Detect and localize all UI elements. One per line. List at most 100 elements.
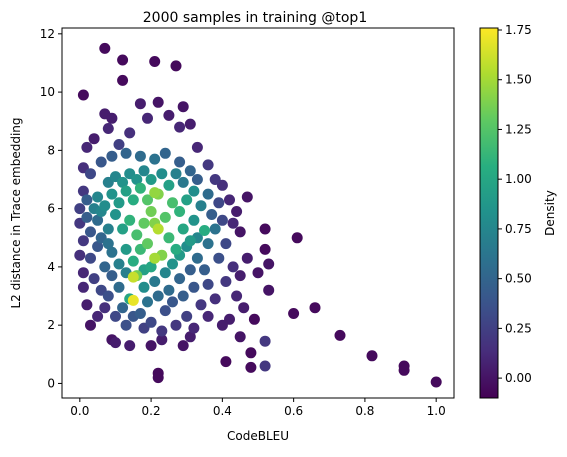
data-point: [131, 174, 143, 185]
data-point: [152, 290, 164, 302]
data-point: [134, 98, 146, 110]
data-point: [156, 334, 168, 346]
data-point: [224, 194, 235, 206]
data-point: [163, 109, 175, 121]
data-point: [142, 238, 153, 250]
data-point: [152, 372, 164, 384]
data-point: [117, 302, 129, 314]
data-points: [74, 42, 442, 388]
x-tick-label: 0.4: [213, 404, 232, 418]
data-point: [209, 174, 221, 185]
data-point: [170, 60, 182, 72]
data-point: [227, 261, 239, 273]
data-point: [138, 165, 150, 177]
data-point: [167, 197, 178, 209]
data-point: [398, 364, 410, 376]
data-point: [170, 168, 182, 180]
data-point: [106, 246, 118, 258]
data-point: [366, 350, 378, 362]
data-point: [113, 139, 125, 150]
data-point: [149, 153, 161, 165]
data-point: [213, 252, 225, 264]
data-point: [202, 159, 214, 171]
data-point: [245, 361, 257, 373]
data-point: [220, 238, 232, 250]
data-point: [177, 340, 189, 352]
data-point: [149, 56, 161, 67]
y-tick-label: 10: [40, 85, 55, 99]
data-point: [234, 270, 246, 282]
data-point: [216, 214, 228, 226]
data-point: [145, 206, 157, 217]
data-point: [88, 133, 100, 145]
data-point: [110, 209, 121, 220]
data-point: [163, 179, 175, 191]
data-point: [227, 217, 239, 229]
data-point: [181, 310, 193, 322]
data-point: [159, 211, 171, 223]
colorbar-tick-label: 1.50: [505, 73, 532, 87]
data-point: [138, 217, 150, 229]
data-point: [74, 249, 86, 261]
x-tick-label: 0.6: [284, 404, 303, 418]
y-axis: 0 2 4 6 8 10 12: [40, 27, 62, 390]
data-point: [113, 197, 125, 209]
y-tick-label: 2: [47, 318, 55, 332]
data-point: [152, 96, 164, 108]
data-point: [95, 156, 107, 168]
data-point: [106, 188, 118, 200]
data-point: [149, 276, 161, 287]
data-point: [81, 211, 93, 223]
x-tick-label: 0.8: [355, 404, 374, 418]
data-point: [81, 194, 93, 206]
data-point: [309, 302, 321, 314]
data-point: [92, 191, 104, 203]
data-point: [184, 235, 196, 247]
data-point: [334, 329, 346, 341]
data-point: [77, 89, 89, 101]
data-point: [92, 214, 104, 226]
data-point: [195, 299, 207, 311]
data-point: [191, 252, 203, 264]
y-tick-label: 12: [40, 27, 55, 41]
data-point: [142, 194, 153, 206]
data-point: [99, 200, 111, 212]
data-point: [117, 176, 129, 188]
data-point: [206, 209, 218, 220]
y-tick-label: 4: [47, 260, 55, 274]
data-point: [241, 191, 253, 203]
data-point: [188, 214, 200, 226]
data-point: [77, 185, 89, 197]
data-point: [85, 252, 96, 264]
data-point: [288, 308, 300, 319]
x-tick-label: 1.0: [427, 404, 446, 418]
data-point: [92, 310, 104, 322]
data-point: [92, 241, 104, 252]
data-point: [241, 252, 253, 264]
data-point: [174, 121, 186, 133]
data-point: [124, 127, 136, 139]
data-point: [231, 290, 243, 302]
data-point: [156, 325, 168, 337]
data-point: [220, 276, 232, 287]
data-point: [234, 226, 246, 238]
data-point: [120, 319, 132, 331]
colorbar-tick-label: 0.75: [505, 222, 532, 236]
x-tick-label: 0.0: [70, 404, 89, 418]
data-point: [145, 174, 157, 185]
data-point: [202, 310, 214, 322]
data-point: [88, 273, 100, 285]
data-point: [177, 223, 189, 235]
data-point: [106, 150, 118, 162]
data-point: [202, 278, 214, 290]
data-point: [102, 123, 114, 134]
data-point: [202, 238, 214, 250]
data-point: [263, 258, 275, 270]
data-point: [134, 182, 146, 194]
data-point: [117, 54, 129, 66]
data-point: [145, 340, 157, 352]
data-point: [149, 252, 161, 264]
x-axis-label: CodeBLEU: [227, 429, 289, 443]
data-point: [77, 281, 89, 293]
